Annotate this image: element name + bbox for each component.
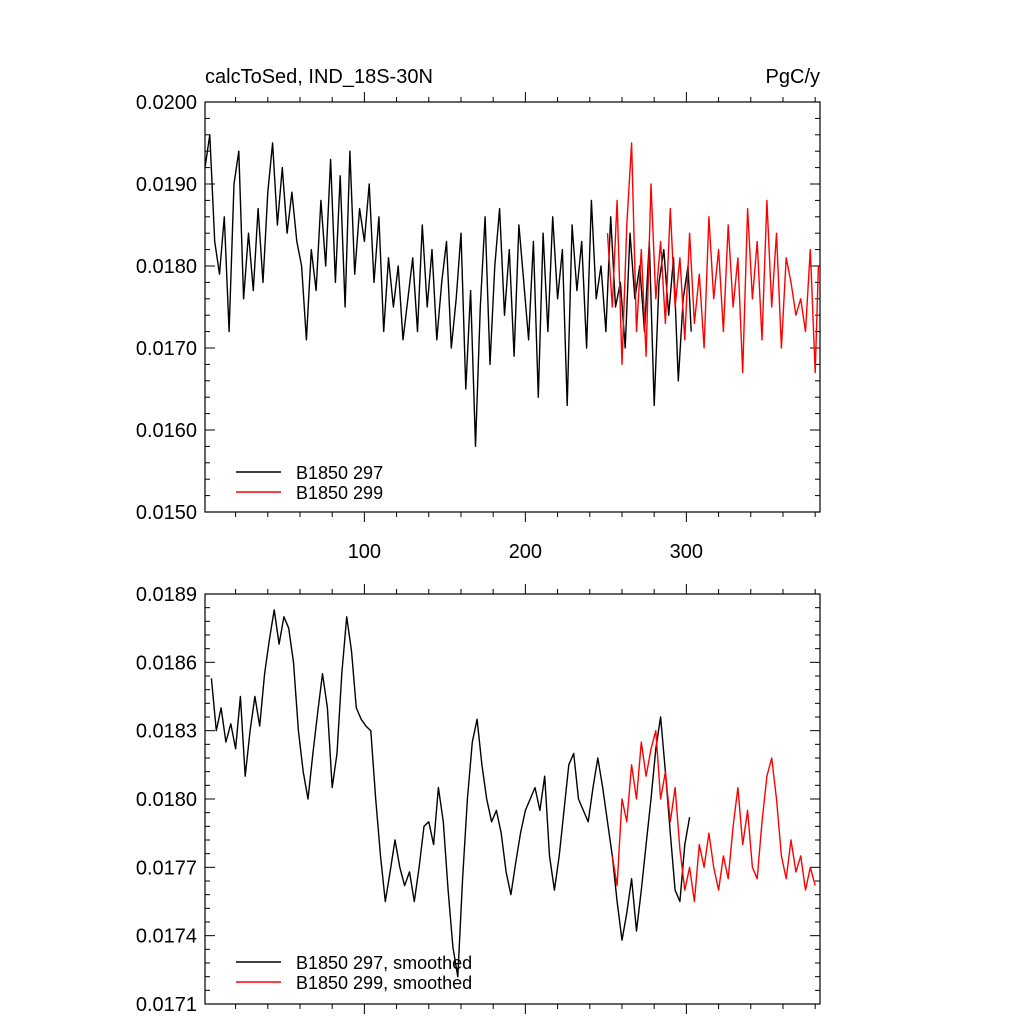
top-panel: calcToSed, IND_18S-30N PgC/y 0.0150 0.016… xyxy=(136,66,821,563)
y-tick-label: 0.0177 xyxy=(136,857,197,879)
y-tick-label: 0.0160 xyxy=(136,420,197,442)
y-tick-label: 0.0180 xyxy=(136,256,197,278)
y-tick-label: 0.0200 xyxy=(136,92,197,114)
legend-label-b1850-297-smoothed: B1850 297, smoothed xyxy=(296,953,472,973)
y-tick-label: 0.0170 xyxy=(136,338,197,360)
x-tick-label: 300 xyxy=(670,541,703,563)
bottom-panel-legend: B1850 297, smoothed B1850 299, smoothed xyxy=(236,953,472,993)
y-tick-label: 0.0183 xyxy=(136,721,197,743)
bottom-panel: 0.0171 0.0174 0.0177 0.0180 0.0183 0.0186 0.01… xyxy=(136,584,821,1016)
y-tick-label: 0.0186 xyxy=(136,652,197,674)
top-panel-title: calcToSed, IND_18S-30N xyxy=(205,66,433,88)
top-panel-units: PgC/y xyxy=(766,66,820,88)
y-tick-label: 0.0174 xyxy=(136,926,197,948)
top-panel-legend: B1850 297 B1850 299 xyxy=(236,463,383,503)
y-tick-label: 0.0150 xyxy=(136,502,197,524)
legend-label-b1850-299-smoothed: B1850 299, smoothed xyxy=(296,973,472,993)
series-line-b1850-299 xyxy=(606,142,820,374)
legend-label-b1850-297: B1850 297 xyxy=(296,463,383,483)
y-tick-label: 0.0180 xyxy=(136,789,197,811)
top-panel-plot-frame xyxy=(204,101,821,513)
legend-label-b1850-299: B1850 299 xyxy=(296,483,383,503)
x-tick-label: 100 xyxy=(348,541,381,563)
series-line-b1850-297 xyxy=(204,134,692,448)
y-tick-label: 0.0171 xyxy=(136,994,197,1016)
y-tick-label: 0.0190 xyxy=(136,174,197,196)
bottom-panel-plot-frame xyxy=(204,593,821,1005)
y-tick-label: 0.0189 xyxy=(136,584,197,606)
series-line-b1850-299-smoothed xyxy=(611,730,816,903)
series-line-b1850-297-smoothed xyxy=(210,609,691,978)
x-tick-label: 200 xyxy=(509,541,542,563)
